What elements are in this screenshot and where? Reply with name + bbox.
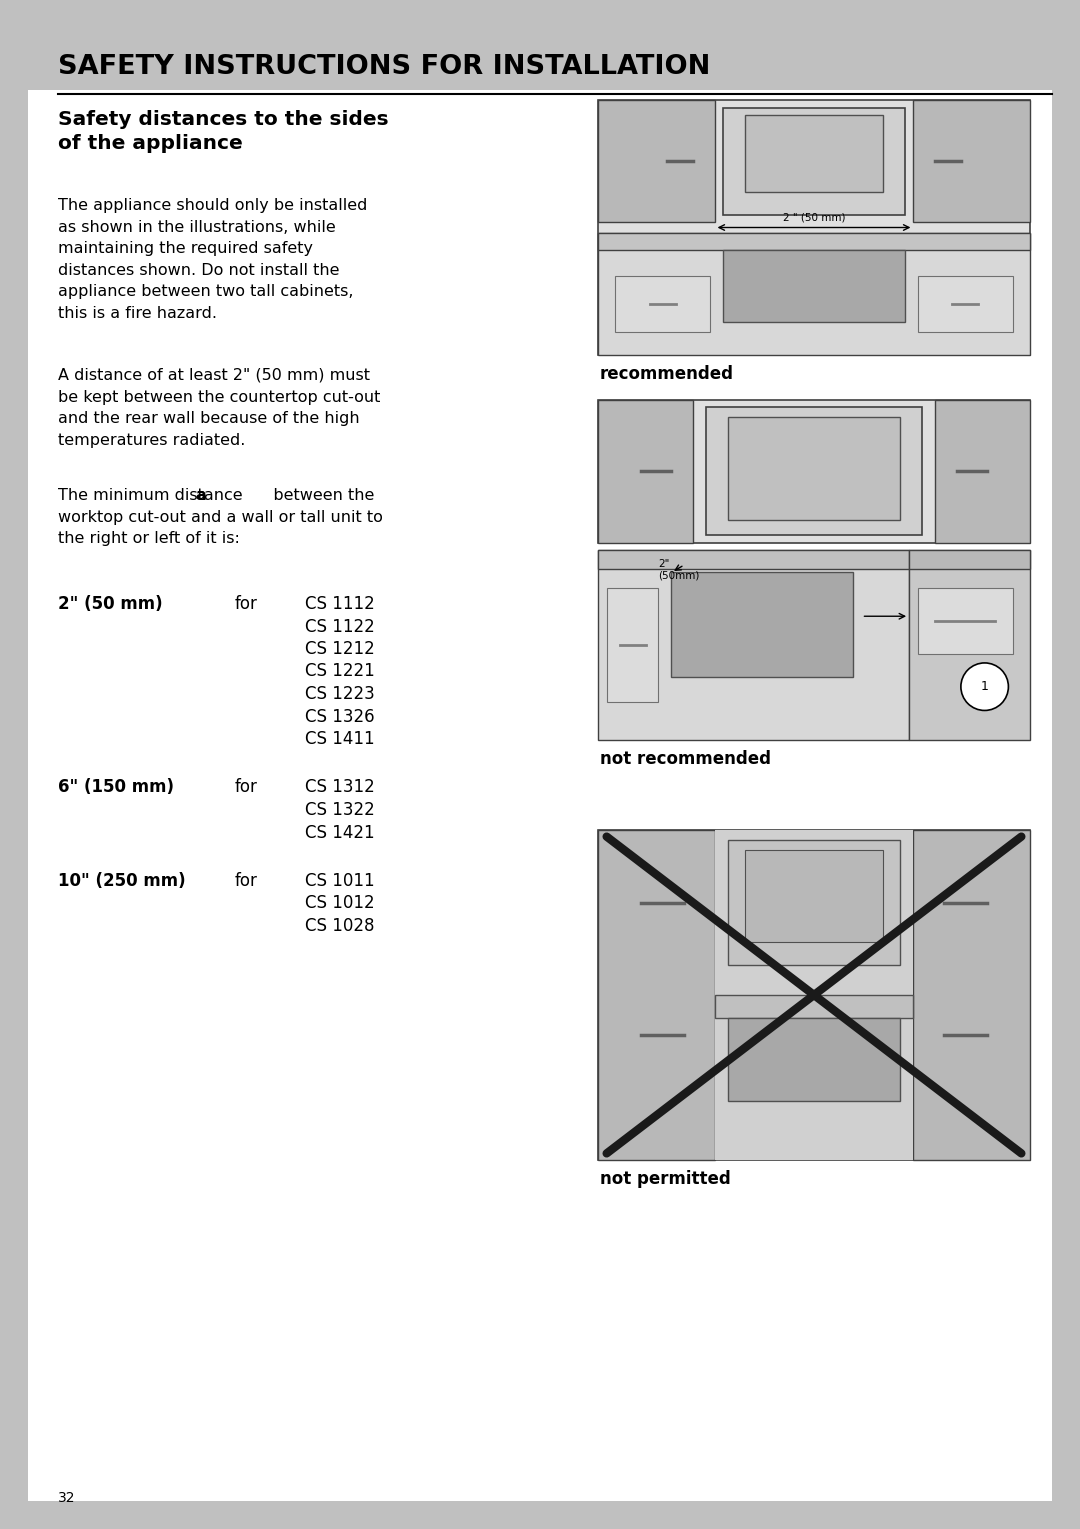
Bar	[28, 28, 1052, 90]
Text: A distance of at least 2" (50 mm) must
be kept between the countertop cut-out
an: A distance of at least 2" (50 mm) must b…	[58, 368, 380, 448]
Text: 6" (150 mm): 6" (150 mm)	[58, 778, 174, 797]
Text: 1: 1	[981, 680, 988, 693]
Bar	[728, 1018, 901, 1101]
Bar	[918, 275, 1013, 332]
Bar	[706, 407, 922, 535]
Text: 2"
(50mm): 2" (50mm)	[659, 560, 700, 581]
Bar	[724, 251, 905, 321]
Bar	[607, 587, 659, 702]
Text: SAFETY INSTRUCTIONS FOR INSTALLATION: SAFETY INSTRUCTIONS FOR INSTALLATION	[58, 54, 711, 80]
Bar	[598, 549, 909, 740]
Bar	[598, 99, 715, 222]
Bar	[918, 587, 1013, 654]
Bar	[598, 99, 1030, 355]
Bar	[598, 232, 1030, 251]
Bar	[745, 850, 883, 942]
Text: CS 1326: CS 1326	[305, 708, 375, 725]
Bar	[909, 549, 1030, 740]
Text: 32: 32	[58, 1491, 76, 1505]
Bar	[598, 830, 1030, 1161]
Text: CS 1421: CS 1421	[305, 824, 375, 841]
Text: The minimum distance      between the
worktop cut-out and a wall or tall unit to: The minimum distance between the worktop…	[58, 488, 383, 546]
Text: The appliance should only be installed
as shown in the illustrations, while
main: The appliance should only be installed a…	[58, 197, 367, 321]
Text: 10" (250 mm): 10" (250 mm)	[58, 872, 186, 890]
Text: for: for	[235, 872, 258, 890]
Text: recommended: recommended	[600, 365, 734, 382]
Bar	[715, 995, 914, 1018]
Text: CS 1212: CS 1212	[305, 641, 375, 657]
Text: for: for	[235, 595, 258, 613]
Text: CS 1112: CS 1112	[305, 595, 375, 613]
Text: CS 1223: CS 1223	[305, 685, 375, 703]
Bar	[728, 417, 901, 520]
Text: not permitted: not permitted	[600, 1170, 731, 1188]
Bar	[935, 401, 1030, 543]
Text: CS 1012: CS 1012	[305, 894, 375, 913]
Text: CS 1322: CS 1322	[305, 801, 375, 820]
Bar	[914, 830, 1030, 1161]
Bar	[598, 549, 909, 569]
Text: Safety distances to the sides
of the appliance: Safety distances to the sides of the app…	[58, 110, 389, 153]
Bar	[909, 549, 1030, 569]
Text: a: a	[194, 488, 205, 503]
Bar	[616, 275, 711, 332]
Text: CS 1011: CS 1011	[305, 872, 375, 890]
Bar	[598, 401, 693, 543]
Text: CS 1221: CS 1221	[305, 662, 375, 680]
Bar	[914, 99, 1030, 222]
Bar	[724, 107, 905, 214]
Text: CS 1028: CS 1028	[305, 917, 375, 936]
Text: CS 1312: CS 1312	[305, 778, 375, 797]
Text: 2" (50 mm): 2" (50 mm)	[58, 595, 163, 613]
Bar	[598, 830, 715, 1161]
Text: 2 " (50 mm): 2 " (50 mm)	[783, 213, 846, 223]
Bar	[672, 572, 853, 677]
Bar	[598, 401, 1030, 543]
Text: CS 1411: CS 1411	[305, 729, 375, 748]
Bar	[728, 839, 901, 965]
Bar	[715, 830, 914, 1161]
Bar	[745, 115, 883, 191]
Circle shape	[961, 664, 1009, 711]
Text: not recommended: not recommended	[600, 751, 771, 768]
Text: CS 1122: CS 1122	[305, 618, 375, 636]
Text: for: for	[235, 778, 258, 797]
Bar	[598, 232, 1030, 355]
